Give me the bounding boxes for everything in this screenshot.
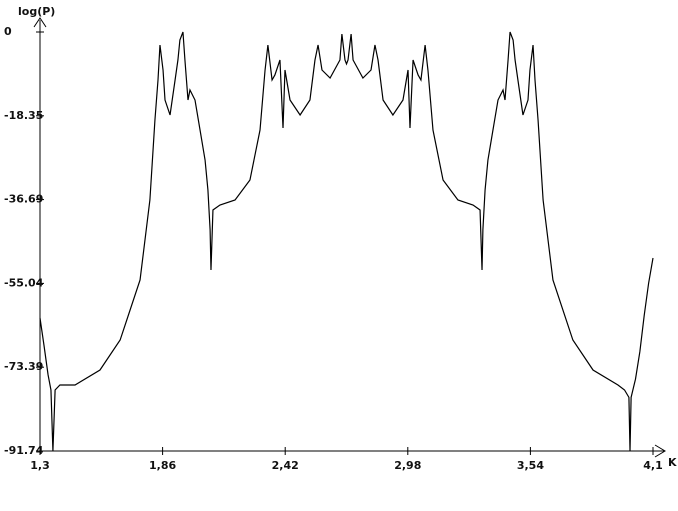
y-tick-label: -18.35: [4, 109, 43, 122]
x-tick-label: 1,86: [149, 459, 176, 472]
y-axis-arrow: [33, 17, 47, 28]
y-axis-label: log(P): [18, 5, 55, 18]
y-tick-label: -55.04: [4, 276, 44, 289]
y-tick-label: 0: [4, 25, 12, 38]
x-axis-arrow: [654, 444, 666, 458]
x-tick-label: 3,54: [517, 459, 544, 472]
y-tick-label: -73.39: [4, 360, 43, 373]
y-tick-label: -36.69: [4, 193, 43, 206]
x-tick-label: 2,42: [272, 459, 299, 472]
x-tick-label: 4,1: [643, 459, 663, 472]
x-tick-label: 2,98: [394, 459, 421, 472]
y-tick-label: -91.74: [4, 444, 44, 457]
data-line: [39, 31, 654, 452]
x-tick-label: 1,3: [30, 459, 50, 472]
x-axis-label: K: [668, 456, 677, 469]
